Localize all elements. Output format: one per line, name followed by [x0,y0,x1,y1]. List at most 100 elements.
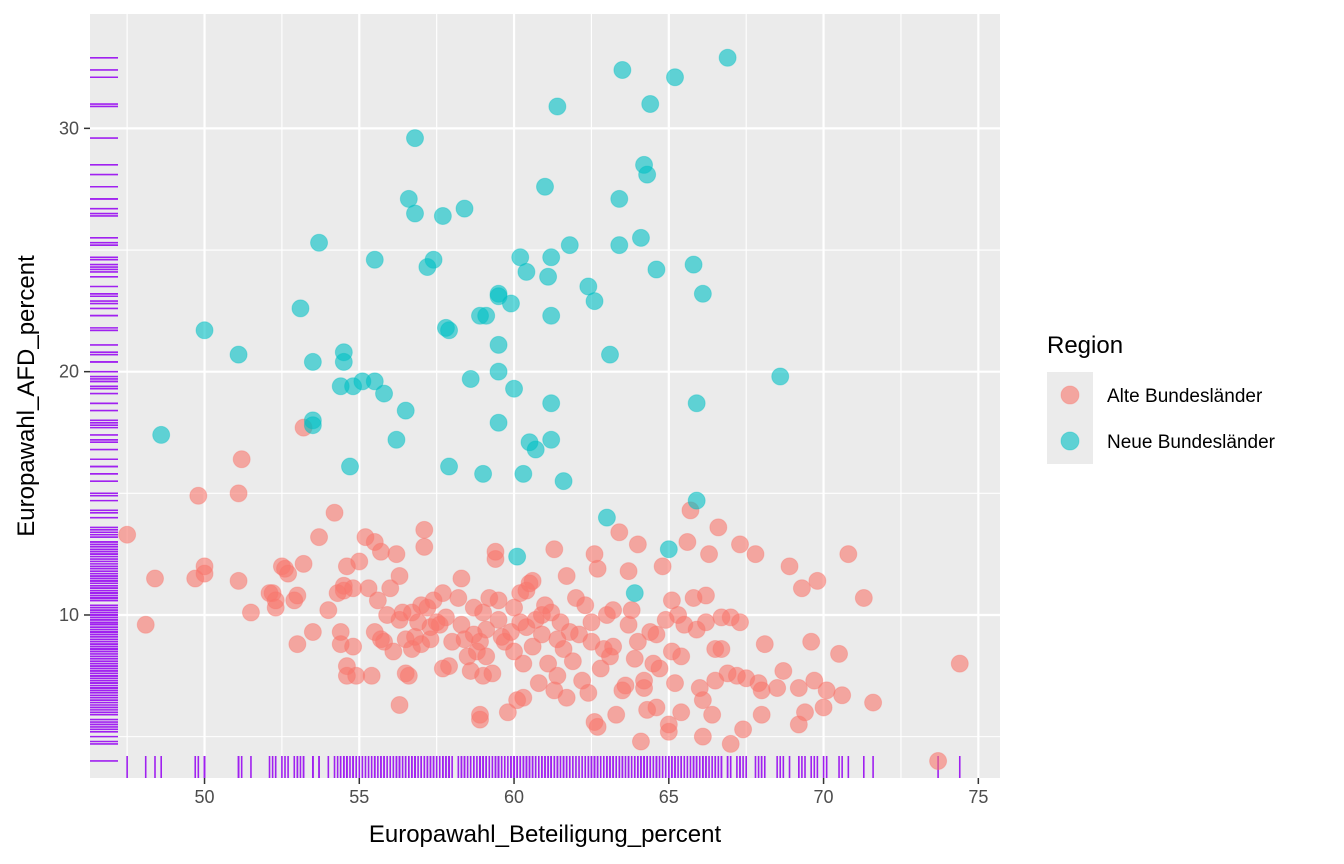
data-point [486,542,505,561]
data-point [310,528,329,547]
data-point [319,601,338,620]
data-point [539,654,558,673]
data-point [229,571,248,590]
data-point [294,554,313,573]
data-point [693,691,712,710]
data-point [582,613,601,632]
data-point [696,586,715,605]
plot-panel [90,14,1000,778]
legend-marker [1060,385,1080,405]
data-point [687,394,706,413]
data-point [802,632,821,651]
data-point [548,97,567,116]
data-point [604,637,623,656]
x-tick-label: 65 [659,787,679,807]
data-point [288,586,307,605]
data-point [557,688,576,707]
data-point [619,562,638,581]
data-point [672,703,691,722]
data-point [189,486,208,505]
data-point [792,579,811,598]
data-point [789,678,808,697]
data-point [461,369,480,388]
data-point [808,571,827,590]
data-point [303,352,322,371]
data-point [542,394,561,413]
data-point [440,321,459,340]
data-point [610,189,629,208]
data-point [375,384,394,403]
data-point [805,671,824,690]
data-point [545,540,564,559]
data-point [415,520,434,539]
data-point [814,698,833,717]
data-point [854,588,873,607]
data-point [433,206,452,225]
data-point [613,60,632,79]
legend-items: Alte Bundesländer Neue Bundesländer [1047,372,1276,464]
data-point [628,535,647,554]
data-point [721,734,740,753]
data-point [368,591,387,610]
data-point [752,705,771,724]
data-point [616,676,635,695]
data-point [390,696,409,715]
data-point [433,584,452,603]
data-point [514,654,533,673]
data-point [631,228,650,247]
data-point [440,657,459,676]
legend-label: Alte Bundesländer [1107,386,1263,407]
data-point [347,666,366,685]
y-tick-label: 20 [59,362,79,382]
data-point [381,579,400,598]
data-point [489,413,508,432]
data-point [334,352,353,371]
data-point [557,567,576,586]
data-point [477,620,496,639]
data-point [526,440,545,459]
data-point [399,189,418,208]
data-point [588,559,607,578]
data-point [659,540,678,559]
data-point [505,379,524,398]
data-point [731,613,749,632]
x-tick-label: 70 [814,787,834,807]
data-point [864,693,883,712]
y-rug [90,56,118,762]
data-point [415,537,434,556]
data-point [666,674,684,693]
data-point [619,615,638,634]
data-point [421,630,440,649]
data-point [505,642,524,661]
data-point [635,671,654,690]
data-point [768,678,787,697]
data-point [647,625,666,644]
data-point [576,596,595,615]
data-point [489,591,508,610]
data-point [436,608,455,627]
legend-label: Neue Bundesländer [1107,432,1276,453]
data-point [703,705,722,724]
data-point [477,306,496,325]
data-point [839,545,858,564]
data-point [830,644,849,663]
data-point [588,717,607,736]
x-rug [126,756,961,778]
data-point [291,299,310,318]
data-point [929,751,948,770]
data-point [591,659,610,678]
data-point [474,464,493,483]
data-point [650,659,669,678]
data-point [554,640,573,659]
data-point [232,450,251,469]
data-point [684,255,703,274]
data-point [712,640,731,659]
data-point [687,491,706,510]
data-point [718,48,737,67]
data-point [628,632,647,651]
data-point [631,732,650,751]
data-point [709,518,728,537]
data-point [365,372,384,391]
data-point [771,367,790,386]
